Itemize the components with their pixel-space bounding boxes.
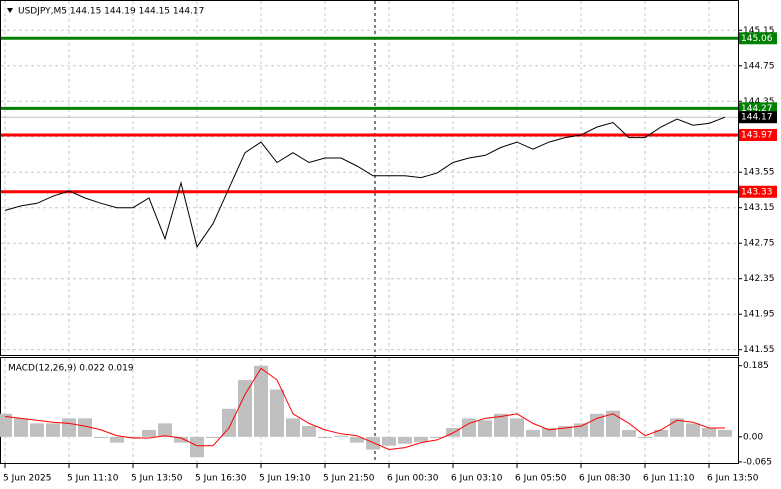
level-label-box xyxy=(739,32,777,45)
symbol-arrow xyxy=(7,8,13,13)
histogram-bar xyxy=(126,436,140,438)
x-tick-label: 5 Jun 16:30 xyxy=(195,474,247,484)
level-label: 144.27 xyxy=(741,104,773,114)
y-tick-label: 142.35 xyxy=(743,274,775,284)
histogram-bar xyxy=(558,426,572,437)
histogram-bar xyxy=(14,418,28,437)
level-label: 143.33 xyxy=(741,187,773,197)
histogram-bar xyxy=(430,436,444,438)
y-tick-label: 144.35 xyxy=(743,97,775,107)
current-price-box xyxy=(739,111,777,124)
histogram-bar xyxy=(334,435,348,437)
histogram-bar xyxy=(110,436,124,443)
histogram-bar xyxy=(142,429,156,437)
histogram-bar xyxy=(286,418,300,437)
y-tick-label: 141.95 xyxy=(743,310,775,320)
histogram-bar xyxy=(654,429,668,437)
histogram-bar xyxy=(46,423,60,437)
x-tick-label: 6 Jun 13:50 xyxy=(707,474,759,484)
histogram-bar xyxy=(670,418,684,437)
macd-title: MACD(12,26,9) 0.022 0.019 xyxy=(8,364,134,374)
histogram-bar xyxy=(0,413,12,437)
histogram-bar xyxy=(574,423,588,437)
histogram-bar xyxy=(606,410,620,437)
x-tick-label: 6 Jun 11:10 xyxy=(643,474,695,484)
y-tick-label: 144.75 xyxy=(743,61,775,71)
macd-frame xyxy=(0,357,739,464)
histogram-bar xyxy=(30,423,44,437)
histogram-bar xyxy=(190,436,204,458)
histogram-bar xyxy=(702,428,716,437)
level-label-box xyxy=(739,128,777,141)
histogram-bar xyxy=(382,436,396,446)
price-line xyxy=(4,116,726,248)
x-tick-label: 5 Jun 19:10 xyxy=(259,474,311,484)
histogram-bar xyxy=(158,423,172,437)
histogram-bar xyxy=(62,418,76,437)
histogram-bar xyxy=(350,436,364,443)
histogram-bar xyxy=(254,365,268,437)
signal-line xyxy=(4,367,725,451)
histogram-bar xyxy=(174,436,188,443)
histogram-bar xyxy=(462,418,476,437)
histogram-bar xyxy=(206,436,220,438)
histogram-bar xyxy=(638,436,652,438)
level-label-box xyxy=(739,185,777,198)
histogram-bar xyxy=(622,429,636,437)
histogram-bar xyxy=(366,436,380,450)
histogram-bar xyxy=(542,428,556,437)
histogram-bar xyxy=(526,429,540,437)
y-tick-label: 0.185 xyxy=(743,361,769,371)
y-tick-label: 142.75 xyxy=(743,239,775,249)
y-tick-label: 0.00 xyxy=(743,432,763,442)
x-tick-label: 5 Jun 13:50 xyxy=(131,474,183,484)
x-tick-label: 5 Jun 2025 xyxy=(3,474,51,484)
histogram-bar xyxy=(78,418,92,437)
y-tick-label: 143.55 xyxy=(743,168,775,178)
current-price-label: 144.17 xyxy=(741,113,773,123)
histogram-bar xyxy=(686,423,700,437)
main-frame xyxy=(0,0,739,356)
histogram-bar xyxy=(238,379,252,437)
x-tick-label: 5 Jun 21:50 xyxy=(323,474,375,484)
histogram-bar xyxy=(318,436,332,438)
level-label: 143.97 xyxy=(741,130,773,140)
x-tick-label: 6 Jun 05:50 xyxy=(515,474,567,484)
y-tick-label: 145.15 xyxy=(743,26,775,36)
histogram-bar xyxy=(270,389,284,437)
chart-title: USDJPY,M5 144.15 144.19 144.15 144.17 xyxy=(18,7,204,17)
y-tick-label: -0.065 xyxy=(743,457,772,467)
y-tick-label: 143.15 xyxy=(743,203,775,213)
x-tick-label: 6 Jun 00:30 xyxy=(387,474,439,484)
histogram-bar xyxy=(302,426,316,437)
histogram-bar xyxy=(718,429,732,437)
y-tick-label: 141.55 xyxy=(743,345,775,355)
level-label: 145.06 xyxy=(741,34,773,44)
histogram-bar xyxy=(222,408,236,437)
histogram-bar xyxy=(478,420,492,437)
histogram-bar xyxy=(494,413,508,437)
histogram-bar xyxy=(398,436,412,444)
x-tick-label: 6 Jun 03:10 xyxy=(451,474,503,484)
x-tick-label: 6 Jun 08:30 xyxy=(579,474,631,484)
histogram-bar xyxy=(94,436,108,438)
x-tick-label: 5 Jun 11:10 xyxy=(67,474,119,484)
histogram-bar xyxy=(414,436,428,442)
histogram-bar xyxy=(510,418,524,437)
